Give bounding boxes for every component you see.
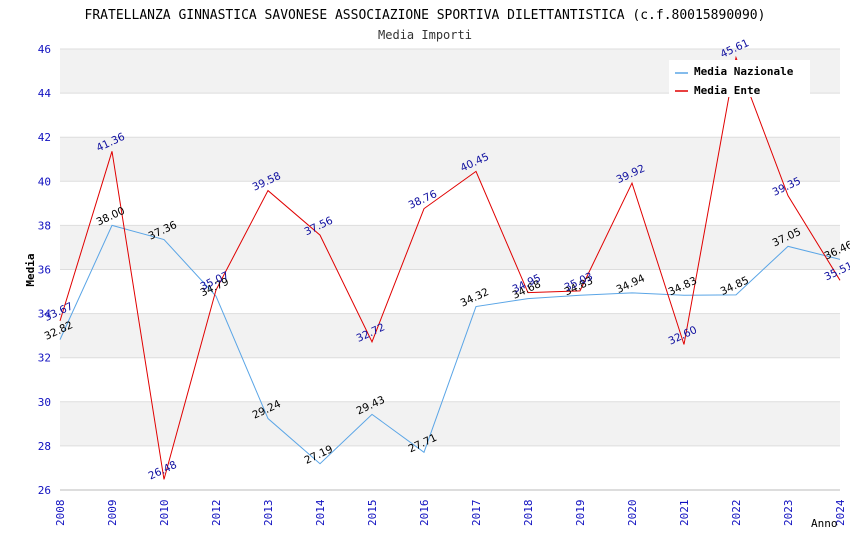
chart-title: FRATELLANZA GINNASTICA SAVONESE ASSOCIAZ… xyxy=(85,8,766,23)
series-lines xyxy=(59,55,841,480)
x-tick-label: 2008 xyxy=(54,500,67,527)
y-tick-label: 30 xyxy=(38,396,51,409)
x-tick-label: 2020 xyxy=(626,500,639,527)
y-tick-label: 26 xyxy=(38,484,51,497)
series-line-1 xyxy=(59,55,841,480)
band-1 xyxy=(60,401,840,446)
x-tick-label: 2013 xyxy=(262,500,275,527)
band-8 xyxy=(60,93,840,138)
legend-label-media-nazionale: Media Nazionale xyxy=(694,65,794,78)
y-tick-label: 36 xyxy=(38,264,51,277)
x-tick-label: 2022 xyxy=(730,500,743,527)
y-tick-label: 32 xyxy=(38,352,51,365)
y-axis-label: Media xyxy=(24,253,37,286)
y-tick-label: 44 xyxy=(38,87,52,100)
x-tick-label: 2016 xyxy=(418,500,431,527)
x-tick-label: 2012 xyxy=(210,500,223,527)
x-tick-label: 2009 xyxy=(106,500,119,527)
y-axis-ticks: 26 28 30 32 34 36 38 40 42 44 46 xyxy=(38,43,52,497)
y-tick-label: 38 xyxy=(38,219,51,232)
plot-background-bands xyxy=(60,49,840,490)
x-tick-label: 2018 xyxy=(522,500,535,527)
band-4 xyxy=(60,269,840,314)
chart-subtitle: Media Importi xyxy=(378,28,472,42)
x-tick-label: 2017 xyxy=(470,500,483,527)
series-line-0 xyxy=(59,224,841,465)
y-tick-label: 34 xyxy=(38,308,52,321)
band-7 xyxy=(60,137,840,182)
legend: Media Nazionale Media Ente xyxy=(669,60,810,97)
x-tick-label: 2023 xyxy=(782,500,795,527)
y-tick-label: 40 xyxy=(38,175,51,188)
y-tick-label: 28 xyxy=(38,440,51,453)
x-axis-label: Anno xyxy=(811,517,838,530)
x-axis-ticks: 2008 2009 2010 2012 2013 2014 2015 2016 2017 2018… xyxy=(54,499,847,526)
band-5 xyxy=(60,225,840,270)
x-tick-label: 2010 xyxy=(158,500,171,527)
legend-label-media-ente: Media Ente xyxy=(694,84,761,97)
band-3 xyxy=(60,313,840,358)
x-tick-label: 2024 xyxy=(834,499,847,526)
x-tick-label: 2021 xyxy=(678,500,691,527)
y-tick-label: 46 xyxy=(38,43,51,56)
legend-box xyxy=(669,60,810,97)
x-tick-label: 2014 xyxy=(314,499,327,526)
band-0 xyxy=(60,445,840,490)
band-6 xyxy=(60,181,840,226)
y-tick-label: 42 xyxy=(38,131,51,144)
x-tick-label: 2015 xyxy=(366,500,379,527)
x-tick-label: 2019 xyxy=(574,500,587,527)
